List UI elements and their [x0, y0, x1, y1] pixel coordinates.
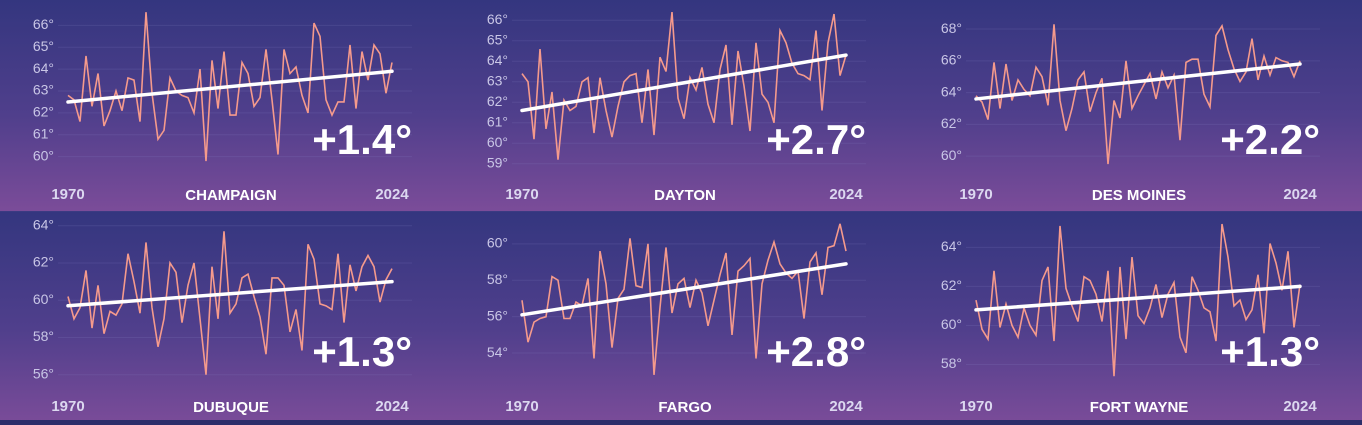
- panel: 54° 56° 58° 60° 1970 2024 FARGO +2.8°: [487, 223, 866, 416]
- city-title: CHAMPAIGN: [185, 187, 276, 204]
- trend-line: [66, 69, 394, 104]
- x-tick-label: 1970: [959, 186, 992, 203]
- y-tick-label: 63°: [487, 72, 508, 88]
- x-tick-label: 2024: [1283, 186, 1317, 203]
- city-title: DES MOINES: [1092, 187, 1186, 204]
- y-tick-label: 56°: [33, 365, 54, 381]
- y-tick-label: 60°: [487, 235, 508, 251]
- y-tick-label: 56°: [487, 307, 508, 323]
- panel: 60° 62° 64° 66° 68° 1970 2024 DES MOINES +2.2°: [941, 20, 1320, 204]
- y-tick-label: 65°: [487, 31, 508, 47]
- y-tick-label: 62°: [941, 277, 962, 293]
- trend-line: [974, 284, 1302, 312]
- temperature-line: [67, 231, 393, 375]
- panel: 59° 60° 61° 62° 63° 64° 65° 66° 1970 2024 DAYTON +2…: [487, 11, 866, 204]
- city-title: DUBUQUE: [193, 399, 269, 416]
- y-tick-label: 64°: [941, 238, 962, 254]
- city-title: DAYTON: [654, 187, 716, 204]
- change-annotation: +1.4°: [312, 116, 412, 163]
- y-tick-label: 63°: [33, 82, 54, 98]
- y-tick-label: 60°: [941, 316, 962, 332]
- y-tick-label: 66°: [487, 11, 508, 27]
- y-tick-label: 58°: [33, 328, 54, 344]
- y-tick-label: 66°: [941, 52, 962, 68]
- y-tick-label: 62°: [33, 254, 54, 270]
- trend-line: [974, 62, 1302, 101]
- x-tick-label: 1970: [505, 398, 538, 415]
- panel: 60° 61° 62° 63° 64° 65° 66° 1970 2024 CHAMPAIGN +1…: [33, 12, 412, 204]
- temperature-line: [521, 223, 847, 375]
- y-tick-label: 62°: [941, 115, 962, 131]
- y-tick-label: 58°: [487, 271, 508, 287]
- x-tick-label: 1970: [505, 186, 538, 203]
- y-tick-label: 64°: [33, 216, 54, 232]
- x-tick-label: 1970: [51, 398, 84, 415]
- trend-line: [66, 279, 394, 308]
- trend-line: [520, 53, 848, 113]
- y-tick-label: 60°: [33, 147, 54, 163]
- y-tick-label: 58°: [941, 355, 962, 371]
- y-tick-label: 61°: [487, 113, 508, 129]
- y-tick-label: 60°: [941, 147, 962, 163]
- y-tick-label: 64°: [941, 83, 962, 99]
- x-tick-label: 1970: [959, 398, 992, 415]
- y-tick-label: 59°: [487, 155, 508, 171]
- x-tick-label: 2024: [375, 398, 409, 415]
- row-background: [0, 212, 1362, 425]
- change-annotation: +1.3°: [1220, 328, 1320, 375]
- y-tick-label: 61°: [33, 125, 54, 141]
- y-tick-label: 64°: [487, 52, 508, 68]
- change-annotation: +2.2°: [1220, 116, 1320, 163]
- change-annotation: +2.7°: [766, 116, 866, 163]
- temperature-line: [975, 223, 1301, 377]
- y-tick-label: 68°: [941, 20, 962, 36]
- y-tick-label: 54°: [487, 344, 508, 360]
- temperature-line: [975, 23, 1301, 165]
- y-tick-label: 62°: [487, 93, 508, 109]
- panel: 56° 58° 60° 62° 64° 1970 2024 DUBUQUE +1.3°: [33, 216, 412, 416]
- bottom-strip: [0, 420, 1362, 425]
- x-tick-label: 1970: [51, 186, 84, 203]
- y-tick-label: 66°: [33, 16, 54, 32]
- y-tick-label: 60°: [487, 134, 508, 150]
- y-tick-label: 60°: [33, 291, 54, 307]
- x-tick-label: 2024: [1283, 398, 1317, 415]
- x-tick-label: 2024: [829, 186, 863, 203]
- x-tick-label: 2024: [829, 398, 863, 415]
- temperature-line: [67, 12, 393, 162]
- city-title: FORT WAYNE: [1090, 399, 1189, 416]
- city-title: FARGO: [658, 399, 712, 416]
- panels: 60° 61° 62° 63° 64° 65° 66° 1970 2024 CHAMPAIGN +1…: [33, 11, 1320, 416]
- row-background: [0, 0, 1362, 211]
- x-tick-label: 2024: [375, 186, 409, 203]
- trend-line: [520, 262, 848, 317]
- y-tick-label: 65°: [33, 38, 54, 54]
- change-annotation: +2.8°: [766, 328, 866, 375]
- y-tick-label: 64°: [33, 60, 54, 76]
- y-tick-label: 62°: [33, 104, 54, 120]
- change-annotation: +1.3°: [312, 328, 412, 375]
- panel: 58° 60° 62° 64° 1970 2024 FORT WAYNE +1.3°: [941, 223, 1320, 416]
